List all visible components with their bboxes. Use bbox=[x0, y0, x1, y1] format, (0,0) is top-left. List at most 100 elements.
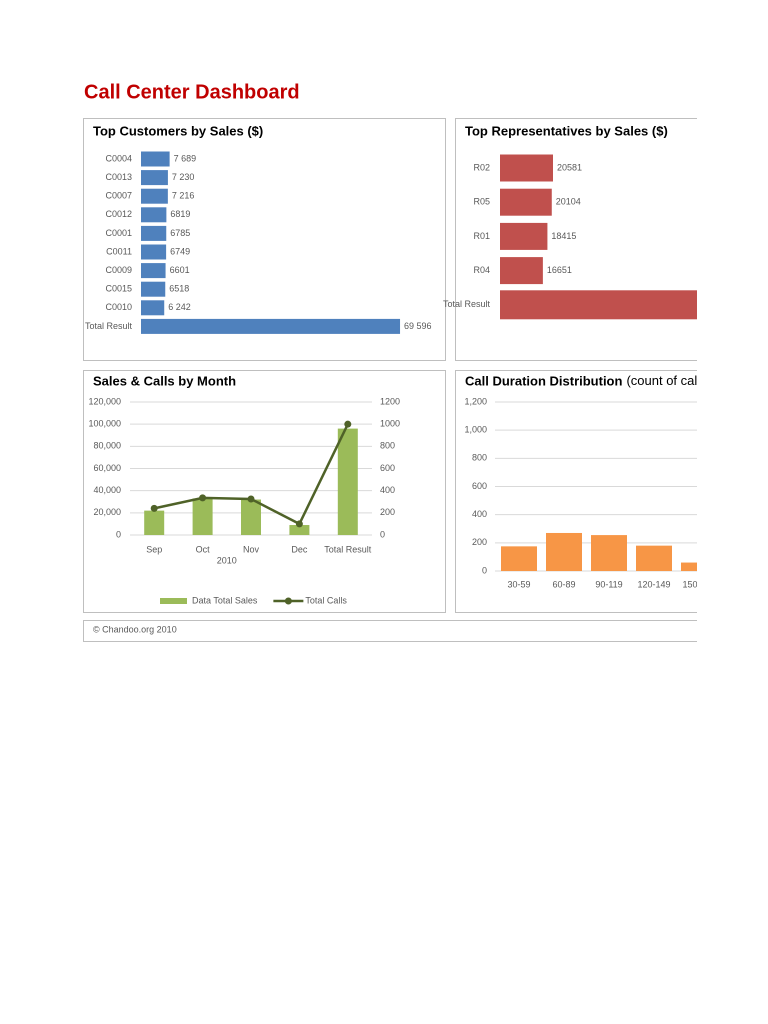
category-label: C0009 bbox=[105, 265, 132, 275]
y-tick-label: 1,200 bbox=[464, 396, 487, 406]
bar bbox=[141, 170, 168, 186]
y2-tick-label: 200 bbox=[380, 507, 395, 517]
x-tick-label: Dec bbox=[291, 544, 308, 554]
bar bbox=[501, 546, 537, 571]
bar bbox=[591, 535, 627, 571]
x-tick-label: Total Result bbox=[324, 544, 372, 554]
x-tick-label: 30-59 bbox=[507, 579, 530, 589]
chart-title: Top Customers by Sales ($) bbox=[93, 123, 263, 138]
bar bbox=[141, 281, 166, 297]
y2-tick-label: 600 bbox=[380, 463, 395, 473]
bar bbox=[546, 532, 582, 571]
y2-tick-label: 1000 bbox=[380, 419, 400, 429]
value-label: 7 216 bbox=[172, 191, 195, 201]
y-tick-label: 600 bbox=[472, 481, 487, 491]
y-tick-label: 80,000 bbox=[93, 441, 121, 451]
y2-tick-label: 1200 bbox=[380, 396, 400, 406]
line-marker bbox=[247, 495, 255, 503]
line-marker bbox=[150, 504, 158, 512]
chart-title: Sales & Calls by Month bbox=[93, 373, 236, 388]
bar bbox=[141, 300, 165, 316]
y2-tick-label: 800 bbox=[380, 441, 395, 451]
bar bbox=[500, 188, 552, 216]
y-tick-label: 20,000 bbox=[93, 507, 121, 517]
value-label: 6518 bbox=[169, 284, 189, 294]
value-label: 7 689 bbox=[174, 153, 197, 163]
category-label: R05 bbox=[473, 197, 490, 207]
y-tick-label: 400 bbox=[472, 509, 487, 519]
bar bbox=[141, 188, 168, 204]
bar bbox=[141, 318, 401, 334]
x-tick-label: 90-119 bbox=[595, 579, 622, 589]
value-label: 6 242 bbox=[168, 302, 191, 312]
x-tick-label: 60-89 bbox=[552, 579, 575, 589]
y-tick-label: 100,000 bbox=[88, 419, 121, 429]
x-tick-label: Nov bbox=[243, 544, 260, 554]
value-label: 7 230 bbox=[172, 172, 195, 182]
bar bbox=[681, 562, 697, 571]
value-label: 20581 bbox=[557, 162, 582, 172]
footer-bar bbox=[83, 620, 697, 642]
value-label: 20104 bbox=[556, 197, 581, 207]
line-marker bbox=[295, 520, 303, 528]
footer: © Chandoo.org 2010 bbox=[93, 624, 177, 634]
category-label: R04 bbox=[473, 265, 490, 275]
bar bbox=[241, 499, 261, 535]
category-label: C0001 bbox=[105, 228, 132, 238]
x-group-label: 2010 bbox=[217, 555, 237, 565]
bar bbox=[500, 154, 553, 182]
bar bbox=[192, 498, 213, 535]
bar bbox=[141, 263, 166, 279]
value-label: 69 596 bbox=[404, 321, 432, 331]
bar bbox=[337, 428, 358, 535]
panel bbox=[455, 118, 697, 361]
category-label: C0010 bbox=[105, 302, 132, 312]
y2-tick-label: 400 bbox=[380, 485, 395, 495]
category-label: C0012 bbox=[105, 209, 132, 219]
category-label: C0011 bbox=[106, 246, 132, 256]
value-label: 18415 bbox=[551, 231, 576, 241]
chart-subtitle: (count of calls) bbox=[626, 373, 711, 388]
x-tick-label: Oct bbox=[196, 544, 211, 554]
chart-title: Call Duration Distribution (count of call… bbox=[465, 373, 711, 388]
x-tick-label: 120-149 bbox=[637, 579, 670, 589]
y-tick-label: 800 bbox=[472, 453, 487, 463]
category-label: Total Result bbox=[443, 299, 491, 309]
value-label: 6819 bbox=[170, 209, 190, 219]
y2-tick-label: 0 bbox=[380, 529, 385, 539]
y-tick-label: 40,000 bbox=[93, 485, 121, 495]
legend-swatch bbox=[284, 597, 292, 605]
bar bbox=[141, 207, 167, 223]
value-label: 6749 bbox=[170, 246, 190, 256]
bar bbox=[141, 151, 170, 167]
bar bbox=[500, 290, 697, 320]
y-tick-label: 200 bbox=[472, 537, 487, 547]
category-label: Total Result bbox=[85, 321, 133, 331]
category-label: C0007 bbox=[105, 191, 132, 201]
line-marker bbox=[199, 494, 207, 502]
page-title: Call Center Dashboard bbox=[84, 81, 300, 103]
x-tick-label: Sep bbox=[146, 544, 162, 554]
chart-title: Top Representatives by Sales ($) bbox=[465, 123, 668, 138]
value-label: 6601 bbox=[170, 265, 190, 275]
y-tick-label: 60,000 bbox=[93, 463, 121, 473]
dashboard-body: Call Center Dashboard © Chandoo.org 2010… bbox=[83, 81, 711, 642]
bar bbox=[636, 545, 672, 571]
bar bbox=[500, 257, 543, 285]
bar bbox=[141, 244, 167, 260]
category-label: R01 bbox=[473, 231, 490, 241]
bar bbox=[141, 225, 167, 241]
bar bbox=[289, 525, 310, 535]
legend-label: Total Calls bbox=[305, 595, 347, 605]
category-label: C0013 bbox=[105, 172, 132, 182]
value-label: 16651 bbox=[547, 265, 572, 275]
y-tick-label: 0 bbox=[482, 565, 487, 575]
category-label: C0004 bbox=[105, 153, 132, 163]
category-label: R02 bbox=[473, 162, 490, 172]
panel bbox=[455, 370, 697, 613]
legend-label: Data Total Sales bbox=[192, 595, 258, 605]
legend-swatch bbox=[160, 598, 187, 604]
y-tick-label: 0 bbox=[116, 529, 121, 539]
panel bbox=[83, 370, 446, 613]
